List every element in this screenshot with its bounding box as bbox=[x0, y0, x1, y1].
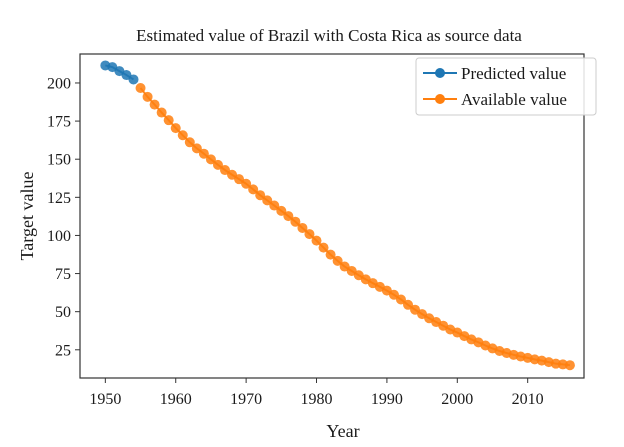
data-point-available bbox=[142, 91, 153, 102]
y-axis-label: Target value bbox=[17, 172, 37, 261]
data-point-available bbox=[149, 99, 160, 110]
x-tick-label: 1950 bbox=[89, 391, 121, 408]
y-tick-label: 200 bbox=[47, 75, 71, 92]
legend: Predicted value Available value bbox=[415, 57, 597, 116]
x-tick-label: 2010 bbox=[512, 391, 544, 408]
data-point-available bbox=[135, 83, 146, 93]
chart-title: Estimated value of Brazil with Costa Ric… bbox=[136, 26, 522, 45]
data-point-available bbox=[332, 255, 343, 266]
legend-marker-predicted bbox=[435, 68, 445, 78]
data-point-available bbox=[388, 289, 399, 300]
data-point-available bbox=[255, 190, 266, 201]
data-point-available bbox=[395, 294, 406, 305]
data-point-available bbox=[198, 148, 209, 159]
legend-marker-available bbox=[435, 94, 445, 104]
y-tick-label: 50 bbox=[55, 304, 71, 321]
data-point-predicted bbox=[128, 74, 139, 85]
y-tick-label: 150 bbox=[47, 152, 71, 169]
y-tick-label: 75 bbox=[55, 266, 71, 283]
x-tick-label: 1990 bbox=[371, 391, 403, 408]
data-point-available bbox=[276, 205, 287, 216]
data-point-available bbox=[283, 211, 294, 222]
data-point-available bbox=[191, 143, 202, 154]
y-tick-label: 175 bbox=[47, 114, 71, 131]
y-tick-label: 100 bbox=[47, 228, 71, 245]
data-point-available bbox=[290, 216, 301, 227]
data-point-available bbox=[248, 184, 259, 195]
x-tick-label: 2000 bbox=[441, 391, 473, 408]
axis-ticks: 1950 1960 1970 1980 1990 2000 2010 25 50 75 100 125… bbox=[47, 75, 544, 408]
x-tick-label: 1970 bbox=[230, 391, 262, 408]
x-tick-label: 1960 bbox=[160, 391, 192, 408]
data-point-available bbox=[177, 130, 188, 141]
data-point-available bbox=[564, 360, 575, 371]
data-point-available bbox=[325, 249, 336, 260]
plot-area bbox=[79, 53, 585, 379]
legend-label-available: Available value bbox=[461, 90, 567, 109]
data-point-available bbox=[184, 137, 195, 148]
x-tick-label: 1980 bbox=[301, 391, 333, 408]
data-point-available bbox=[304, 229, 315, 240]
data-point-available bbox=[212, 159, 223, 170]
x-axis-label: Year bbox=[326, 421, 359, 441]
data-point-available bbox=[262, 195, 273, 206]
data-point-available bbox=[205, 154, 216, 165]
data-point-available bbox=[403, 299, 414, 310]
data-point-available bbox=[156, 107, 167, 118]
series-line-available bbox=[139, 87, 571, 367]
legend-frame bbox=[415, 57, 597, 116]
data-point-available bbox=[269, 200, 280, 211]
data-point-available bbox=[241, 178, 252, 189]
data-point-available bbox=[170, 123, 181, 134]
data-point-available bbox=[163, 115, 174, 126]
series-layer bbox=[100, 60, 575, 371]
data-point-available bbox=[297, 222, 308, 233]
data-point-available bbox=[220, 165, 231, 176]
data-point-available bbox=[311, 235, 322, 246]
legend-label-predicted: Predicted value bbox=[461, 64, 566, 83]
y-tick-label: 125 bbox=[47, 190, 71, 207]
y-tick-label: 25 bbox=[55, 342, 71, 359]
data-point-available bbox=[318, 242, 329, 253]
